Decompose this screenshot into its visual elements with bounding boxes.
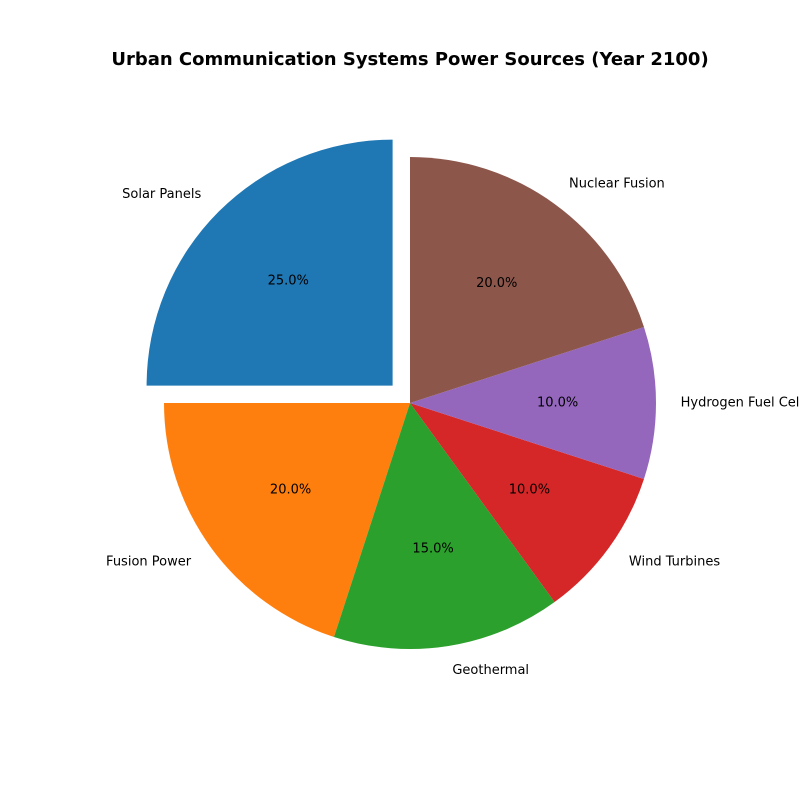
- pct-label-fusion-power: 20.0%: [270, 482, 311, 497]
- pct-label-geothermal: 15.0%: [412, 541, 453, 556]
- pie-slice-nuclear-fusion: [410, 157, 644, 403]
- slice-label-nuclear-fusion: Nuclear Fusion: [569, 177, 665, 192]
- pie-slice-wind-turbines: [410, 403, 644, 603]
- slice-label-fusion-power: Fusion Power: [106, 555, 192, 570]
- pie-slices: [146, 139, 656, 649]
- pie-slice-solar-panels: [146, 139, 393, 386]
- slice-label-wind-turbines: Wind Turbines: [629, 555, 720, 570]
- pct-label-hydrogen-fuel-cells: 10.0%: [537, 396, 578, 411]
- slice-label-solar-panels: Solar Panels: [122, 187, 201, 202]
- pct-label-solar-panels: 25.0%: [268, 274, 309, 289]
- slice-label-hydrogen-fuel-cells: Hydrogen Fuel Cells: [681, 396, 800, 411]
- pie-slice-fusion-power: [164, 403, 410, 637]
- slice-label-geothermal: Geothermal: [452, 663, 529, 678]
- chart-title: Urban Communication Systems Power Source…: [111, 49, 709, 70]
- pie-labels: 25.0% Solar Panels 20.0% Fusion Power 15.0% G…: [106, 177, 800, 678]
- pct-label-wind-turbines: 10.0%: [509, 482, 550, 497]
- pie-slice-geothermal: [333, 403, 555, 649]
- pie-slice-hydrogen-fuel-cells: [410, 326, 656, 480]
- pct-label-nuclear-fusion: 20.0%: [476, 276, 517, 291]
